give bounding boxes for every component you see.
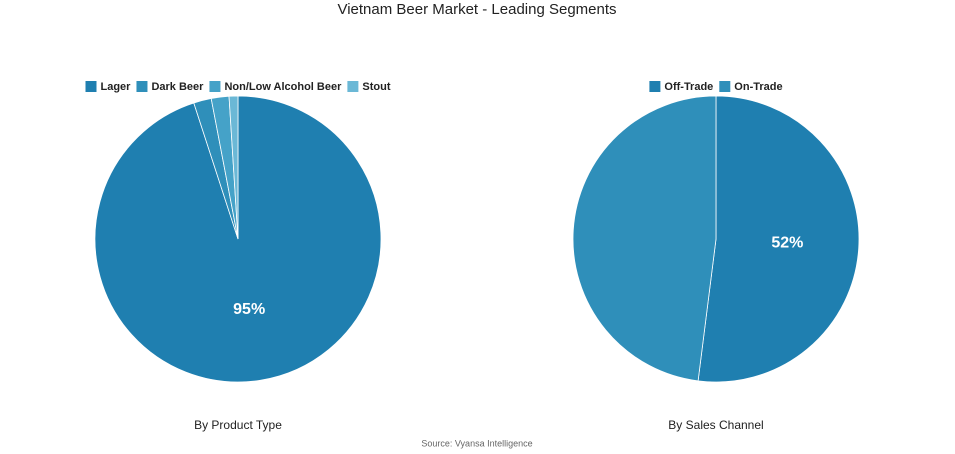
source: Source: Vyansa Intelligence xyxy=(421,438,532,448)
legend-swatch xyxy=(209,81,221,92)
legend-swatch xyxy=(85,81,97,92)
legend-label: Dark Beer xyxy=(151,81,204,93)
legend-label: On-Trade xyxy=(734,81,782,93)
value-label: 52% xyxy=(771,235,803,252)
legend-label: Non/Low Alcohol Beer xyxy=(224,81,342,93)
legend-swatch xyxy=(136,81,148,92)
chart-caption: By Product Type xyxy=(194,418,282,432)
legend-label: Off-Trade xyxy=(664,81,713,93)
pie-slice xyxy=(572,95,717,382)
legend-swatch xyxy=(719,81,731,92)
value-label: 95% xyxy=(233,301,265,318)
legend-label: Stout xyxy=(362,81,390,93)
legend-label: Lager xyxy=(101,81,132,93)
chart-caption: By Sales Channel xyxy=(668,418,763,432)
legend: Off-Trade On-Trade xyxy=(649,81,783,93)
page-title: Vietnam Beer Market - Leading Segments xyxy=(337,1,616,18)
legend-swatch xyxy=(347,81,359,92)
pie-slice xyxy=(697,95,860,383)
legend-swatch xyxy=(649,81,661,92)
legend: Lager Dark Beer Non/Low Alcohol Beer Stout xyxy=(85,81,391,93)
pie-slice xyxy=(228,95,239,240)
